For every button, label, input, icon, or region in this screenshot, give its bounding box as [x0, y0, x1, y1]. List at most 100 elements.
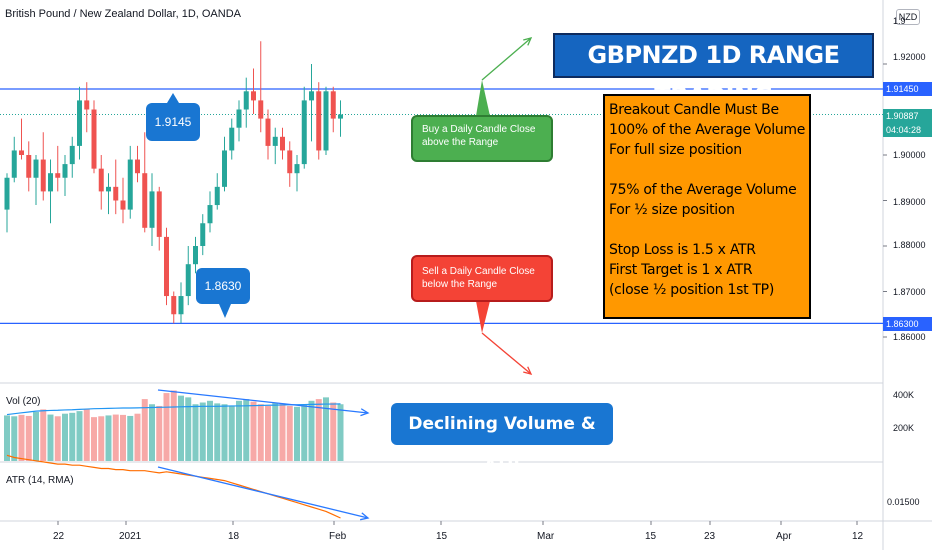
candle-body [98, 168, 104, 192]
candle-body [272, 136, 278, 146]
volume-bar [141, 399, 148, 461]
price-tick: 1.92000 [893, 52, 926, 62]
currency-button[interactable]: NZD [896, 9, 920, 25]
volume-bar [112, 414, 119, 461]
volume-bar [279, 403, 286, 461]
rule-line: First Target is 1 x ATR [609, 262, 753, 278]
price-tick: 1.86000 [893, 332, 926, 342]
volume-bar [315, 399, 322, 461]
trading-rules-box: Breakout Candle Must Be 100% of the Aver… [603, 94, 811, 319]
candle-body [316, 91, 322, 151]
candle-body [91, 109, 97, 169]
candle-body [171, 296, 177, 315]
candle-body [229, 127, 235, 151]
volume-ma-line [6, 403, 341, 416]
volume-bar [134, 413, 141, 461]
candle-body [40, 159, 46, 192]
volume-bar [250, 401, 257, 461]
volume-bar [286, 405, 293, 461]
volume-bar [76, 411, 83, 461]
volume-bar [33, 411, 39, 461]
price-tick: 1.90000 [893, 150, 926, 160]
atr-tick: 0.01500 [887, 497, 920, 507]
volume-trend-arrow-head [360, 408, 370, 417]
candle-body [222, 150, 227, 187]
price-tick: 1.89000 [893, 197, 926, 207]
price-tick-partial: 1.9 [893, 16, 906, 26]
sell-callout-line: below the Range [422, 279, 498, 290]
buy-callout-line: Buy a Daily Candle Close [422, 124, 536, 135]
candle-body [127, 159, 133, 210]
candle-body [33, 159, 39, 178]
support-price-tag: 1.86300 [883, 317, 932, 331]
callout-pointer [476, 80, 490, 116]
atr-pane-label[interactable]: ATR (14, RMA) [6, 475, 74, 486]
time-label: 12 [852, 531, 864, 542]
candle-body [330, 91, 336, 119]
volume-bar [214, 403, 221, 461]
volume-bar [323, 397, 329, 461]
sell-callout: Sell a Daily Candle Close below the Rang… [411, 255, 553, 302]
volume-bar [156, 405, 163, 461]
candle-body [265, 118, 271, 146]
candle-body [338, 114, 343, 119]
volume-pane-label[interactable]: Vol (20) [6, 396, 41, 407]
callout-pointer [219, 304, 231, 318]
volume-bar [243, 399, 250, 461]
volume-bar [11, 416, 18, 461]
sell-callout-line: Sell a Daily Candle Close [422, 266, 535, 277]
volume-bar [4, 415, 10, 461]
candle-body [164, 236, 169, 297]
volume-bar [18, 414, 25, 461]
volume-trend-arrow [157, 389, 369, 414]
candle-body [214, 186, 220, 206]
volume-bar [54, 416, 61, 461]
volume-bar [149, 404, 155, 461]
volume-bar [308, 400, 315, 461]
candle-body [200, 223, 206, 246]
candle-body [258, 100, 264, 119]
volume-bar [40, 409, 47, 461]
breakout-down-arrow [481, 332, 532, 375]
volume-bar [105, 415, 112, 461]
rule-line: 100% of the Average Volume [609, 122, 806, 138]
volume-bar [120, 414, 126, 461]
atr-trend-arrow-head [360, 512, 370, 521]
candle-body [135, 159, 140, 174]
rule-line: 75% of the Average Volume [609, 182, 797, 198]
volume-bar [163, 393, 170, 461]
volume-bar [25, 415, 32, 461]
current-price-tag: 1.90887 [883, 109, 932, 123]
volume-bar [337, 404, 344, 461]
candle-body [301, 100, 307, 165]
volume-bar [221, 404, 228, 461]
rule-line: Breakout Candle Must Be [609, 102, 779, 118]
buy-callout-line: above the Range [422, 137, 499, 148]
price-tick: 1.87000 [893, 287, 926, 297]
price-tick: 1.88000 [893, 240, 926, 250]
volume-bar [83, 409, 90, 461]
volume-bar [69, 412, 76, 461]
rule-line: For full size position [609, 142, 742, 158]
time-label: Apr [776, 531, 792, 542]
breakout-down-arrow-head [523, 366, 533, 375]
candle-body [236, 109, 242, 128]
volume-bar [257, 404, 264, 461]
rule-line: Stop Loss is 1.5 x ATR [609, 242, 756, 258]
candle-body [280, 136, 285, 151]
rule-line [609, 160, 805, 180]
volume-bar [272, 402, 279, 461]
volume-bar [199, 402, 206, 461]
declining-volume-banner: Declining Volume & ATR [391, 403, 613, 476]
candle-body [106, 186, 111, 192]
candle-body [294, 164, 300, 174]
volume-bar [185, 397, 192, 461]
resistance-price-tag: 1.91450 [883, 82, 932, 96]
candle-body [178, 296, 184, 315]
volume-bar [127, 415, 134, 461]
candle-body [113, 186, 119, 201]
candle-countdown: 04:04:28 [883, 123, 932, 137]
candle-body [193, 246, 198, 265]
volume-bar [178, 395, 184, 461]
candle-body [62, 164, 68, 178]
